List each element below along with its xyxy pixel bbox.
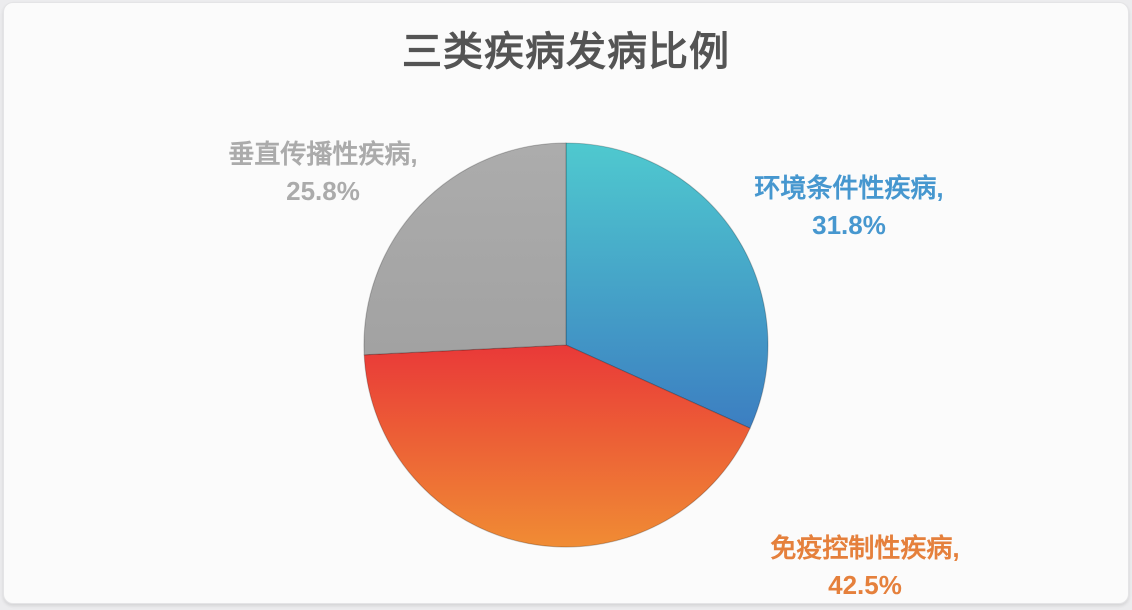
pie-label-value: 31.8% [812, 210, 886, 240]
pie-label-value: 42.5% [828, 570, 902, 600]
pie-label-name: 免疫控制性疾病, [770, 533, 960, 563]
pie-slice-0 [565, 142, 769, 429]
chart-title: 三类疾病发病比例 [402, 30, 730, 74]
pie-label-vertical-disease: 垂直传播性疾病, 25.8% [228, 136, 417, 210]
pie-slice-2 [363, 142, 567, 356]
pie-label-name: 环境条件性疾病, [754, 173, 944, 203]
pie-chart-svg [363, 142, 769, 548]
chart-card: 三类疾病发病比例 环境条件性疾病, 31.8% 免疫控制性疾病, 42.5% 垂… [3, 2, 1129, 604]
pie-label-environmental-disease: 环境条件性疾病, 31.8% [754, 170, 943, 244]
pie-slice-1 [363, 344, 751, 548]
pie-label-name: 垂直传播性疾病, [228, 139, 418, 169]
pie-label-immune-disease: 免疫控制性疾病, 42.5% [770, 530, 960, 603]
pie-label-value: 25.8% [286, 176, 360, 206]
